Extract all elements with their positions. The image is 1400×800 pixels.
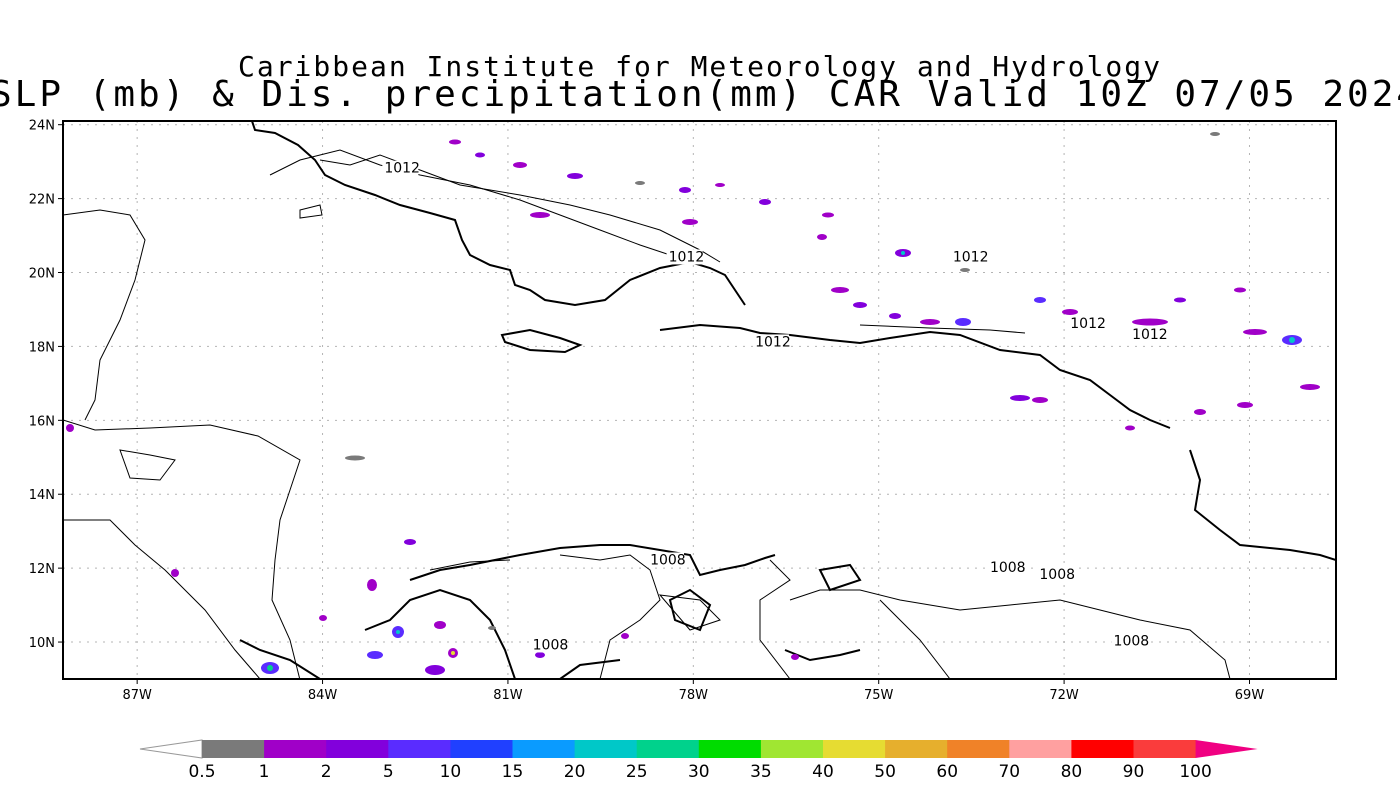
- colorbar-swatch: [698, 740, 762, 758]
- colorbar-label: 30: [688, 762, 710, 782]
- y-tick-label: 24N: [29, 119, 55, 134]
- map-subtitle: SLP (mb) & Dis. precipitation(mm) CAR Va…: [0, 74, 1400, 115]
- isobar-label-bg: [1130, 327, 1167, 343]
- colorbar-label: 80: [1061, 762, 1083, 782]
- colorbar-label: 1: [259, 762, 270, 782]
- colorbar-label: 15: [502, 762, 524, 782]
- y-tick-label: 20N: [29, 267, 55, 282]
- y-tick-label: 14N: [29, 488, 55, 503]
- colorbar-swatch: [512, 740, 576, 758]
- y-tick-label: 12N: [29, 562, 55, 577]
- colorbar-label: 70: [998, 762, 1020, 782]
- colorbar-label: 60: [936, 762, 958, 782]
- colorbar-swatch: [885, 740, 948, 758]
- colorbar-label: 5: [383, 762, 394, 782]
- x-tick-label: 69W: [1235, 688, 1265, 703]
- isobar-label: 1008: [650, 552, 686, 568]
- colorbar-swatch: [823, 740, 886, 758]
- isobar-label: 1008: [990, 560, 1026, 576]
- precipitation-cells: [66, 132, 1320, 675]
- isobar-label-bg: [382, 160, 419, 176]
- isobar-label-bg: [530, 637, 567, 653]
- colorbar-label: 2: [321, 762, 332, 782]
- map-background: [63, 121, 1336, 679]
- colorbar-swatch: [760, 740, 824, 758]
- colorbar-label: 35: [750, 762, 772, 782]
- isobar-label-bg: [987, 559, 1024, 575]
- y-tick-label: 16N: [29, 414, 55, 429]
- y-tick-label: 18N: [29, 340, 55, 355]
- y-tick-label: 10N: [29, 636, 55, 651]
- isobar-label-bg: [950, 249, 987, 265]
- isobar-label-bg: [753, 334, 790, 350]
- isobar-label-bg: [1068, 315, 1105, 331]
- x-tick-label: 75W: [864, 688, 894, 703]
- isobar-label-bg: [1111, 633, 1148, 649]
- colorbar-swatch: [1133, 740, 1197, 758]
- colorbar-swatch: [636, 740, 700, 758]
- colorbar-swatch: [450, 740, 513, 758]
- isobar-label-bg: [666, 249, 703, 265]
- border-lines: [63, 154, 1231, 679]
- colorbar-label: 100: [1179, 762, 1211, 782]
- colorbar: 0.5 1 2 5 10 15 20 25 30 35 40 50 60 70 80 90 100: [139, 739, 1258, 782]
- colorbar-swatch: [947, 740, 1010, 758]
- colorbar-label: 40: [812, 762, 834, 782]
- colorbar-left-arrow: [139, 739, 203, 759]
- isobar-label: 1012: [1132, 327, 1168, 343]
- x-tick-label: 72W: [1049, 688, 1079, 703]
- isobar-label: 1012: [1070, 316, 1106, 332]
- isobar-label: 1008: [533, 637, 569, 653]
- y-tick-label: 22N: [29, 193, 55, 208]
- isobar-label: 1008: [1039, 567, 1075, 583]
- isobar-contours: [119, 149, 721, 631]
- colorbar-swatch: [202, 740, 265, 758]
- colorbar-label: 0.5: [188, 762, 215, 782]
- isobar-label: 1012: [669, 249, 705, 265]
- colorbar-swatch: [264, 740, 327, 758]
- isobar-label: 1012: [953, 249, 989, 265]
- isobar-label: 1012: [384, 161, 420, 177]
- colorbar-label: 50: [874, 762, 896, 782]
- x-tick-label: 78W: [679, 688, 709, 703]
- graticule: [63, 121, 1336, 679]
- x-tick-label: 84W: [308, 688, 338, 703]
- colorbar-label: 25: [626, 762, 648, 782]
- colorbar-label: 10: [440, 762, 462, 782]
- longitude-ticks: 87W84W81W78W75W72W69W66W63W60W: [122, 679, 1265, 703]
- isobar-label-bg: [1037, 567, 1074, 583]
- x-tick-label: 81W: [493, 688, 523, 703]
- colorbar-label: 20: [564, 762, 586, 782]
- isobar-labels: 1012101210121012101210121012101210121008…: [382, 160, 1168, 653]
- colorbar-label: 90: [1123, 762, 1145, 782]
- colorbar-swatch: [574, 740, 638, 758]
- colorbar-swatch: [326, 740, 389, 758]
- colorbar-right-arrow: [1195, 740, 1258, 758]
- x-tick-label: 87W: [122, 688, 152, 703]
- isobar-label: 1008: [1114, 634, 1150, 650]
- colorbar-swatch: [1071, 740, 1134, 758]
- isobar-label-bg: [648, 552, 685, 568]
- latitude-ticks: 24N 22N 20N 18N 16N 14N 12N 10N: [29, 119, 63, 651]
- colorbar-swatch: [1009, 740, 1072, 758]
- colorbar-swatch: [388, 740, 451, 758]
- map-frame: [62, 120, 1337, 680]
- map-title: Caribbean Institute for Meteorology and …: [237, 50, 1162, 83]
- isobar-label: 1012: [755, 334, 791, 350]
